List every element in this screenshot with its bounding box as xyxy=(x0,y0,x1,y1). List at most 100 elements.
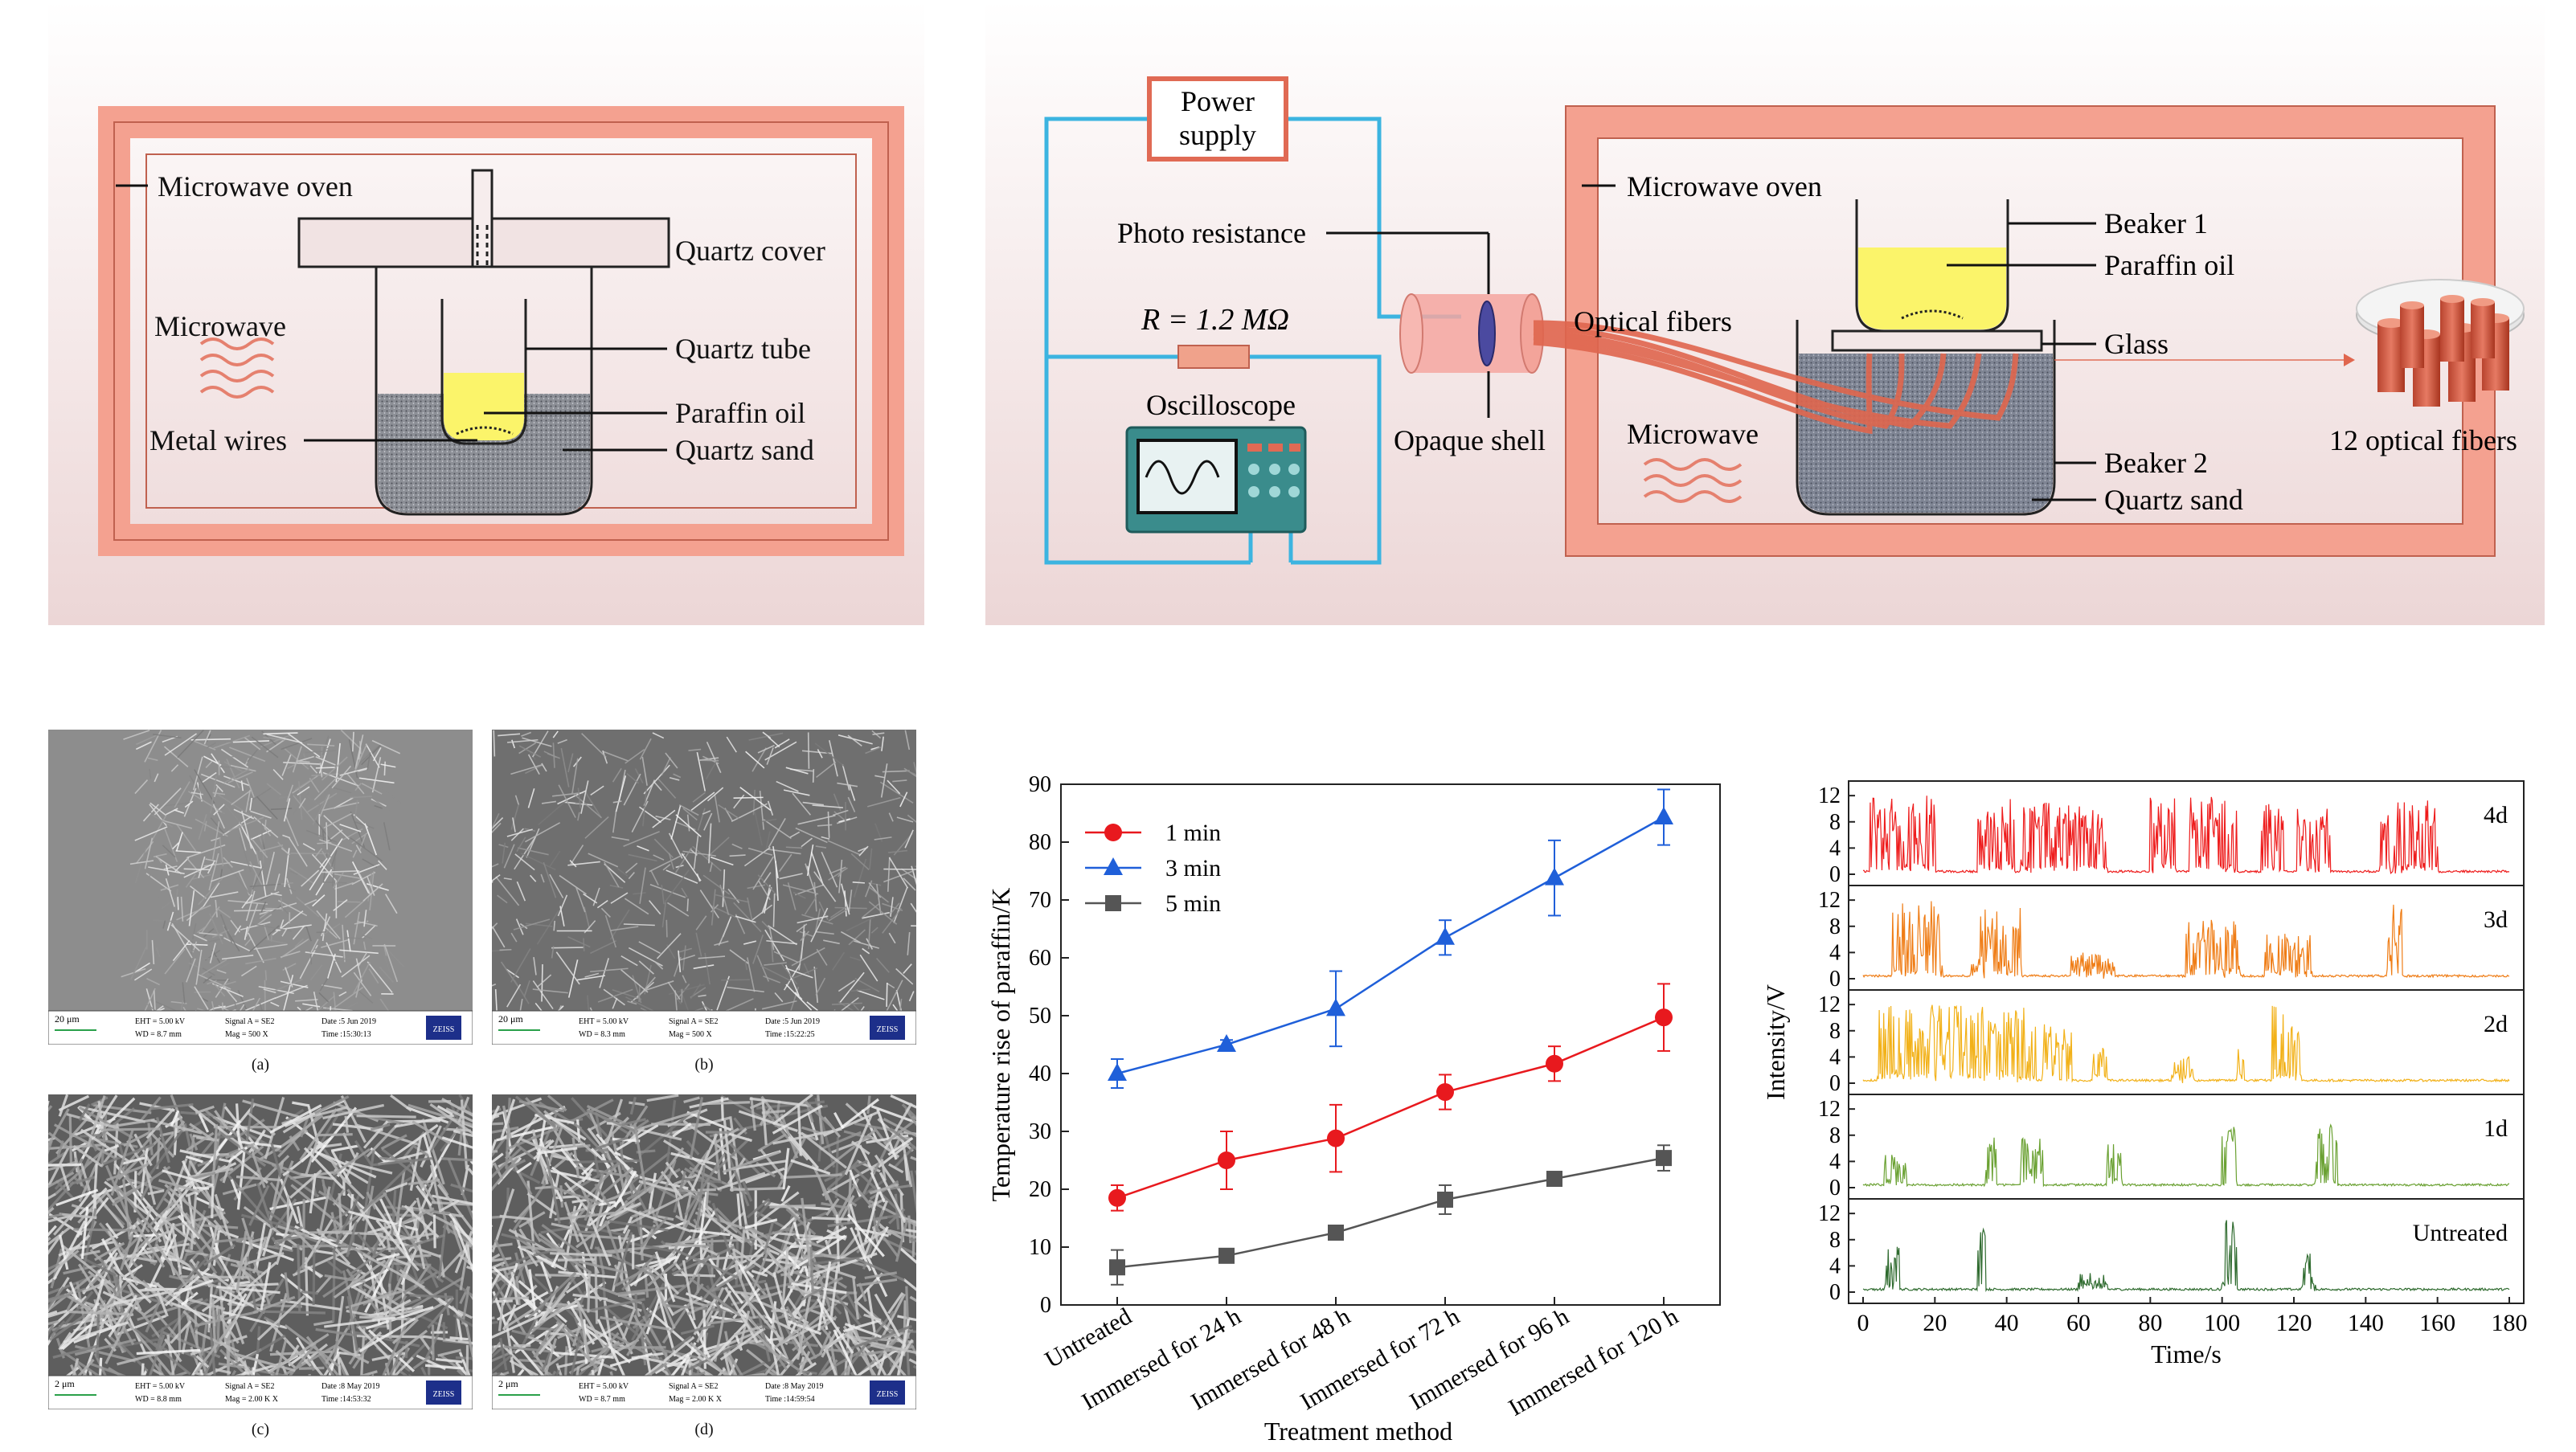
label-resistor: R = 1.2 MΩ xyxy=(1141,303,1289,337)
optical-measurement-diagram: Power supply R = 1.2 MΩ Oscilloscope Pho… xyxy=(985,0,2545,625)
panel-label: 3d xyxy=(2484,906,2508,933)
sem-time: Time :14:59:54 xyxy=(765,1395,815,1404)
sem-caption-a: (a) xyxy=(236,1056,285,1074)
sem-date: Date :8 May 2019 xyxy=(765,1382,824,1391)
label-opaque-shell: Opaque shell xyxy=(1394,424,1546,456)
x-tick-label: 180 xyxy=(2492,1310,2528,1336)
series-line xyxy=(1117,1017,1664,1198)
panel-label: 4d xyxy=(2484,802,2508,828)
y-axis-title: Temperature rise of paraffin/K xyxy=(986,888,1015,1202)
label-supply: supply xyxy=(1179,119,1256,151)
sem-time: Time :15:22:25 xyxy=(765,1030,815,1039)
label-paraffin-oil: Paraffin oil xyxy=(675,397,805,429)
sem-caption-b: (b) xyxy=(680,1056,728,1074)
y-tick-label: 0 xyxy=(1829,967,1841,992)
legend-entry: 3 min xyxy=(1085,855,1221,881)
x-tick-label: 140 xyxy=(2348,1310,2384,1336)
sem-micrograph-texture xyxy=(48,730,473,1040)
label-metal-wires: Metal wires xyxy=(149,424,287,456)
label-beaker-1: Beaker 1 xyxy=(2104,207,2208,239)
data-point xyxy=(1545,868,1564,886)
data-point xyxy=(1546,1171,1562,1187)
sem-brand-logo: ZEISS xyxy=(877,1390,899,1399)
paraffin-oil xyxy=(444,373,524,440)
data-point xyxy=(1435,927,1455,945)
data-point xyxy=(1437,1192,1453,1208)
label-quartz-cover: Quartz cover xyxy=(675,235,825,267)
legend-label: 3 min xyxy=(1165,855,1221,881)
signal-trace xyxy=(1863,1125,2509,1186)
sem-scale-label: 20 μm xyxy=(55,1013,80,1025)
sem-scale-label: 20 μm xyxy=(498,1013,523,1025)
y-tick-label: 30 xyxy=(1029,1119,1051,1144)
data-point xyxy=(1109,1259,1125,1275)
fiber-bundle-illustration xyxy=(2357,280,2524,407)
sem-eht: EHT = 5.00 kV xyxy=(135,1017,186,1026)
panel-label: 1d xyxy=(2484,1115,2508,1142)
y-tick-label: 8 xyxy=(1829,914,1841,939)
plot-frame xyxy=(1061,784,1720,1305)
label-quartz-tube: Quartz tube xyxy=(675,333,811,365)
sem-mag: Mag = 500 X xyxy=(225,1030,268,1039)
panel-frame xyxy=(1849,1199,2524,1303)
sem-date: Date :5 Jun 2019 xyxy=(765,1017,820,1026)
legend-marker xyxy=(1104,857,1123,875)
glass-plate xyxy=(1833,331,2042,350)
legend-entry: 1 min xyxy=(1085,820,1221,846)
panel-frame xyxy=(1849,1094,2524,1199)
legend-label: 5 min xyxy=(1165,890,1221,917)
sem-signal: Signal A = SE2 xyxy=(669,1017,718,1026)
label-microwave-oven: Microwave oven xyxy=(158,170,353,202)
data-point xyxy=(1656,1150,1672,1166)
sem-micrograph-texture xyxy=(492,1094,916,1409)
legend-entry: 5 min xyxy=(1085,890,1221,917)
y-tick-label: 40 xyxy=(1029,1061,1051,1086)
sem-date: Date :8 May 2019 xyxy=(321,1382,380,1391)
label-beaker-2: Beaker 2 xyxy=(2104,447,2208,479)
y-tick-label: 70 xyxy=(1029,888,1051,913)
label-photo-resistance: Photo resistance xyxy=(1117,217,1306,249)
sem-mag: Mag = 2.00 K X xyxy=(225,1395,279,1404)
signal-trace xyxy=(1863,902,2509,979)
sem-scale-label: 2 μm xyxy=(498,1378,518,1389)
y-tick-label: 50 xyxy=(1029,1004,1051,1029)
label-glass: Glass xyxy=(2104,328,2169,360)
y-tick-label: 12 xyxy=(1818,783,1841,808)
label-microwave: Microwave xyxy=(154,310,286,342)
series-1-min xyxy=(1108,984,1673,1210)
legend-marker xyxy=(1104,824,1122,841)
y-axis-title: Intensity/V xyxy=(1761,984,1790,1100)
x-axis-title: Time/s xyxy=(2151,1340,2222,1368)
sem-date: Date :5 Jun 2019 xyxy=(321,1017,376,1026)
sem-caption-c: (c) xyxy=(236,1421,285,1439)
y-tick-label: 0 xyxy=(1829,1280,1841,1305)
y-tick-label: 60 xyxy=(1029,946,1051,971)
sem-signal: Signal A = SE2 xyxy=(225,1382,274,1391)
y-tick-label: 8 xyxy=(1829,1123,1841,1148)
series-line xyxy=(1117,1158,1664,1267)
x-tick-label: 120 xyxy=(2276,1310,2312,1336)
panel-label: Untreated xyxy=(2413,1220,2508,1246)
y-tick-label: 0 xyxy=(1829,862,1841,887)
paraffin-oil xyxy=(1858,247,2006,329)
y-tick-label: 12 xyxy=(1818,992,1841,1017)
sem-micrograph-texture xyxy=(492,730,916,1042)
y-tick-label: 4 xyxy=(1829,1149,1841,1174)
sem-signal: Signal A = SE2 xyxy=(669,1382,718,1391)
y-tick-label: 12 xyxy=(1818,888,1841,913)
y-tick-label: 8 xyxy=(1829,810,1841,835)
label-12-optical-fibers: 12 optical fibers xyxy=(2329,424,2517,456)
label-microwave-oven: Microwave oven xyxy=(1627,170,1822,202)
x-axis-title: Treatment method xyxy=(1264,1417,1452,1446)
data-point xyxy=(1654,807,1673,824)
microwave-setup-diagram: Microwave oven Quartz cover Microwave Qu… xyxy=(48,0,924,625)
series-5-min xyxy=(1109,1145,1672,1285)
data-point xyxy=(1108,1189,1126,1207)
